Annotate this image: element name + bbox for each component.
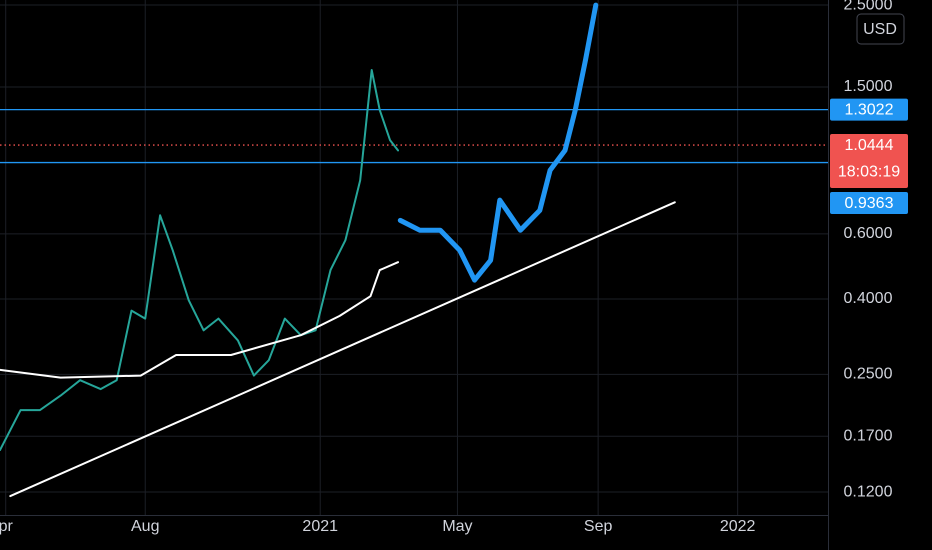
price-label: 0.9363 xyxy=(845,195,894,212)
y-tick-label: 0.4000 xyxy=(844,290,893,307)
price-label-box xyxy=(830,192,908,215)
x-tick-label: 2021 xyxy=(302,518,338,535)
price-label: 1.3022 xyxy=(845,101,894,118)
x-tick-label: Sep xyxy=(584,518,613,535)
x-tick-label: pr xyxy=(0,518,13,535)
currency-label: USD xyxy=(863,21,897,38)
y-tick-label: 0.6000 xyxy=(844,225,893,242)
y-tick-label: 1.5000 xyxy=(844,78,893,95)
y-tick-label: 0.1200 xyxy=(844,483,893,500)
y-tick-label: 2.5000 xyxy=(844,0,893,13)
x-tick-label: May xyxy=(442,518,472,535)
series-line xyxy=(0,261,399,379)
y-tick-label: 0.1700 xyxy=(844,427,893,444)
price-label: 1.0444 xyxy=(845,137,894,154)
currency-box xyxy=(856,13,905,45)
price-label-box xyxy=(830,134,908,189)
series-line xyxy=(397,2,599,283)
series-line xyxy=(0,69,399,451)
series-line xyxy=(9,201,676,498)
y-tick-label: 0.2500 xyxy=(844,366,893,383)
x-tick-label: Aug xyxy=(131,518,159,535)
x-tick-label: 2022 xyxy=(720,518,756,535)
price-label-box xyxy=(830,98,908,121)
countdown-label: 18:03:19 xyxy=(838,163,900,180)
